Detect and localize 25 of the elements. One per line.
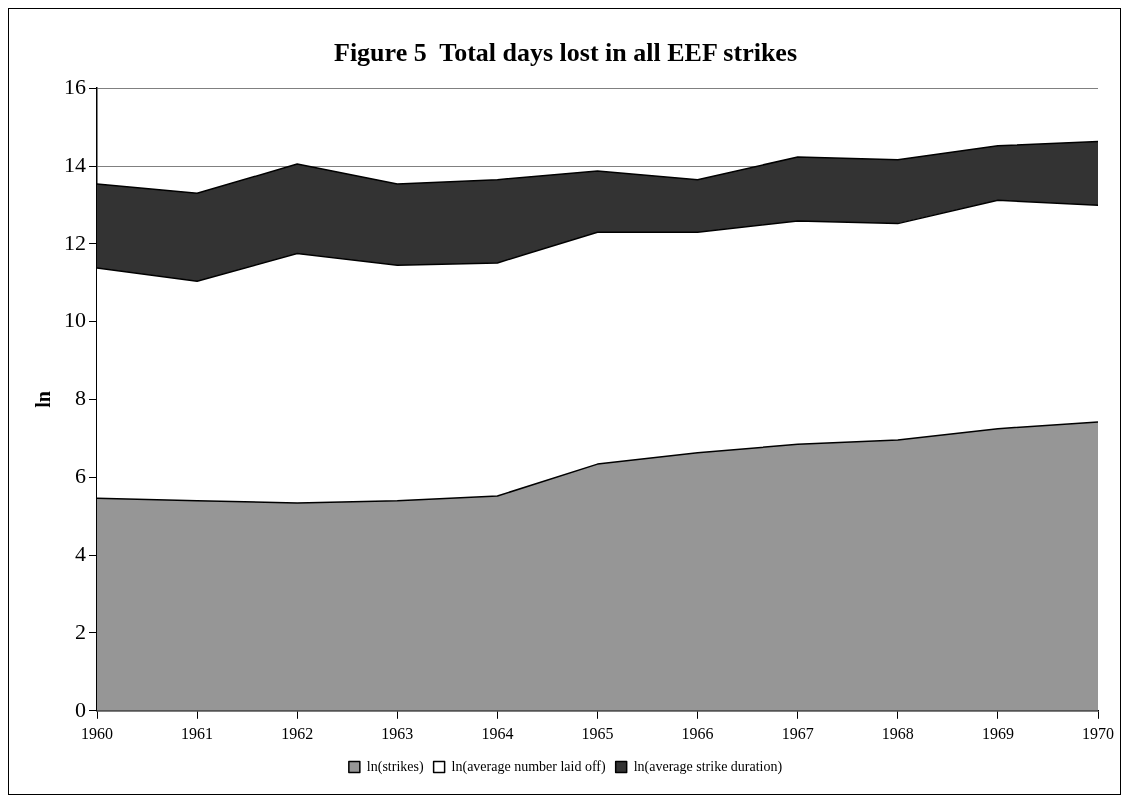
y-tick-label: 6 (75, 463, 86, 489)
y-tick-label: 16 (64, 73, 86, 99)
x-tick-label: 1965 (581, 724, 614, 742)
y-tick-label: 0 (75, 696, 86, 722)
y-axis-title: ln (32, 391, 55, 408)
x-tick-label: 1970 (1082, 724, 1114, 742)
y-tick-label: 2 (75, 618, 86, 644)
x-tick-label: 1960 (81, 724, 113, 742)
x-tick-label: 1968 (881, 724, 914, 742)
x-tick-label: 1964 (481, 724, 514, 742)
x-tick-label: 1963 (381, 724, 414, 742)
legend-label: ln(average number laid off) (451, 758, 607, 775)
x-tick-label: 1969 (981, 724, 1014, 742)
x-tick-label: 1962 (281, 724, 314, 742)
x-tick-label: 1966 (681, 724, 714, 742)
x-tick-label: 1967 (781, 724, 814, 742)
y-tick-label: 8 (75, 385, 86, 411)
chart-title: Figure 5 Total days lost in all EEF strikes (333, 38, 798, 68)
y-tick-label: 10 (64, 307, 86, 333)
legend-label: ln(average strike duration) (633, 758, 783, 775)
y-tick-label: 14 (64, 151, 86, 177)
y-tick-label: 12 (64, 229, 86, 255)
legend-label: ln(strikes) (366, 758, 424, 775)
x-tick-label: 1961 (181, 724, 214, 742)
y-tick-label: 4 (75, 540, 86, 566)
